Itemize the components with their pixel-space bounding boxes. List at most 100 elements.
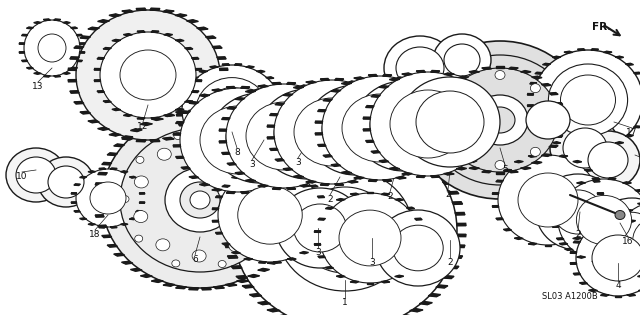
Polygon shape [556,238,564,240]
Polygon shape [122,261,133,264]
Polygon shape [269,114,278,116]
Polygon shape [436,285,448,288]
Ellipse shape [533,50,640,150]
Polygon shape [639,225,640,227]
Ellipse shape [102,112,298,288]
Polygon shape [396,177,406,179]
Polygon shape [235,98,245,100]
Polygon shape [34,22,41,24]
Polygon shape [124,34,132,36]
Polygon shape [504,229,511,231]
Ellipse shape [218,261,226,267]
Ellipse shape [257,158,266,165]
Polygon shape [217,57,226,59]
Polygon shape [389,78,399,81]
Ellipse shape [210,93,310,183]
Polygon shape [637,275,640,278]
Polygon shape [395,275,404,278]
Polygon shape [236,276,248,278]
Polygon shape [44,19,50,20]
Ellipse shape [174,133,182,140]
Ellipse shape [294,98,370,166]
Polygon shape [289,137,302,140]
Polygon shape [189,110,198,112]
Polygon shape [482,106,490,108]
Polygon shape [63,72,70,74]
Ellipse shape [518,173,578,227]
Ellipse shape [460,84,470,93]
Ellipse shape [100,32,196,118]
Polygon shape [185,100,193,102]
Polygon shape [428,99,437,101]
Ellipse shape [445,116,455,124]
Ellipse shape [536,174,620,250]
Polygon shape [341,82,351,85]
Polygon shape [332,163,341,165]
Polygon shape [635,248,640,250]
Polygon shape [287,83,296,84]
Polygon shape [150,140,160,142]
Polygon shape [267,137,275,139]
Polygon shape [634,72,640,74]
Polygon shape [109,14,121,17]
Polygon shape [282,104,287,106]
Ellipse shape [228,240,243,252]
Polygon shape [250,163,262,166]
Ellipse shape [90,182,126,214]
Polygon shape [88,120,99,123]
Polygon shape [508,67,518,70]
Polygon shape [435,124,442,126]
Ellipse shape [545,116,555,124]
Polygon shape [99,168,106,169]
Ellipse shape [258,89,358,179]
Polygon shape [476,151,485,153]
Text: 2: 2 [327,195,333,204]
Polygon shape [615,56,624,58]
Polygon shape [22,60,28,62]
Polygon shape [183,85,191,87]
Polygon shape [286,167,295,169]
Polygon shape [131,129,142,132]
Polygon shape [492,193,499,194]
Polygon shape [589,225,597,227]
Polygon shape [639,256,640,258]
Polygon shape [371,95,380,97]
Polygon shape [442,145,451,147]
Polygon shape [420,155,432,158]
Polygon shape [348,180,358,183]
Polygon shape [469,71,479,73]
Polygon shape [225,114,237,117]
Ellipse shape [390,90,466,158]
Polygon shape [435,113,442,116]
Ellipse shape [322,99,390,161]
Polygon shape [449,83,459,86]
Polygon shape [437,133,445,135]
Polygon shape [300,133,314,136]
Ellipse shape [561,75,616,125]
Polygon shape [611,246,617,248]
Polygon shape [267,309,280,312]
Polygon shape [296,145,303,147]
Ellipse shape [276,188,364,268]
Polygon shape [579,282,588,284]
Polygon shape [80,36,91,39]
Polygon shape [406,267,415,269]
Text: 8: 8 [234,148,240,157]
Polygon shape [352,128,364,131]
Ellipse shape [444,44,480,76]
Polygon shape [348,81,358,83]
Text: 4: 4 [615,281,621,290]
Polygon shape [79,176,86,178]
Polygon shape [381,193,390,195]
Polygon shape [527,105,534,106]
Polygon shape [331,89,341,92]
Ellipse shape [416,91,484,153]
Polygon shape [120,223,128,225]
Polygon shape [541,83,551,86]
Polygon shape [556,200,564,202]
Polygon shape [312,179,323,182]
Polygon shape [275,253,286,256]
Polygon shape [434,144,442,146]
Polygon shape [248,274,260,278]
Polygon shape [136,140,146,142]
